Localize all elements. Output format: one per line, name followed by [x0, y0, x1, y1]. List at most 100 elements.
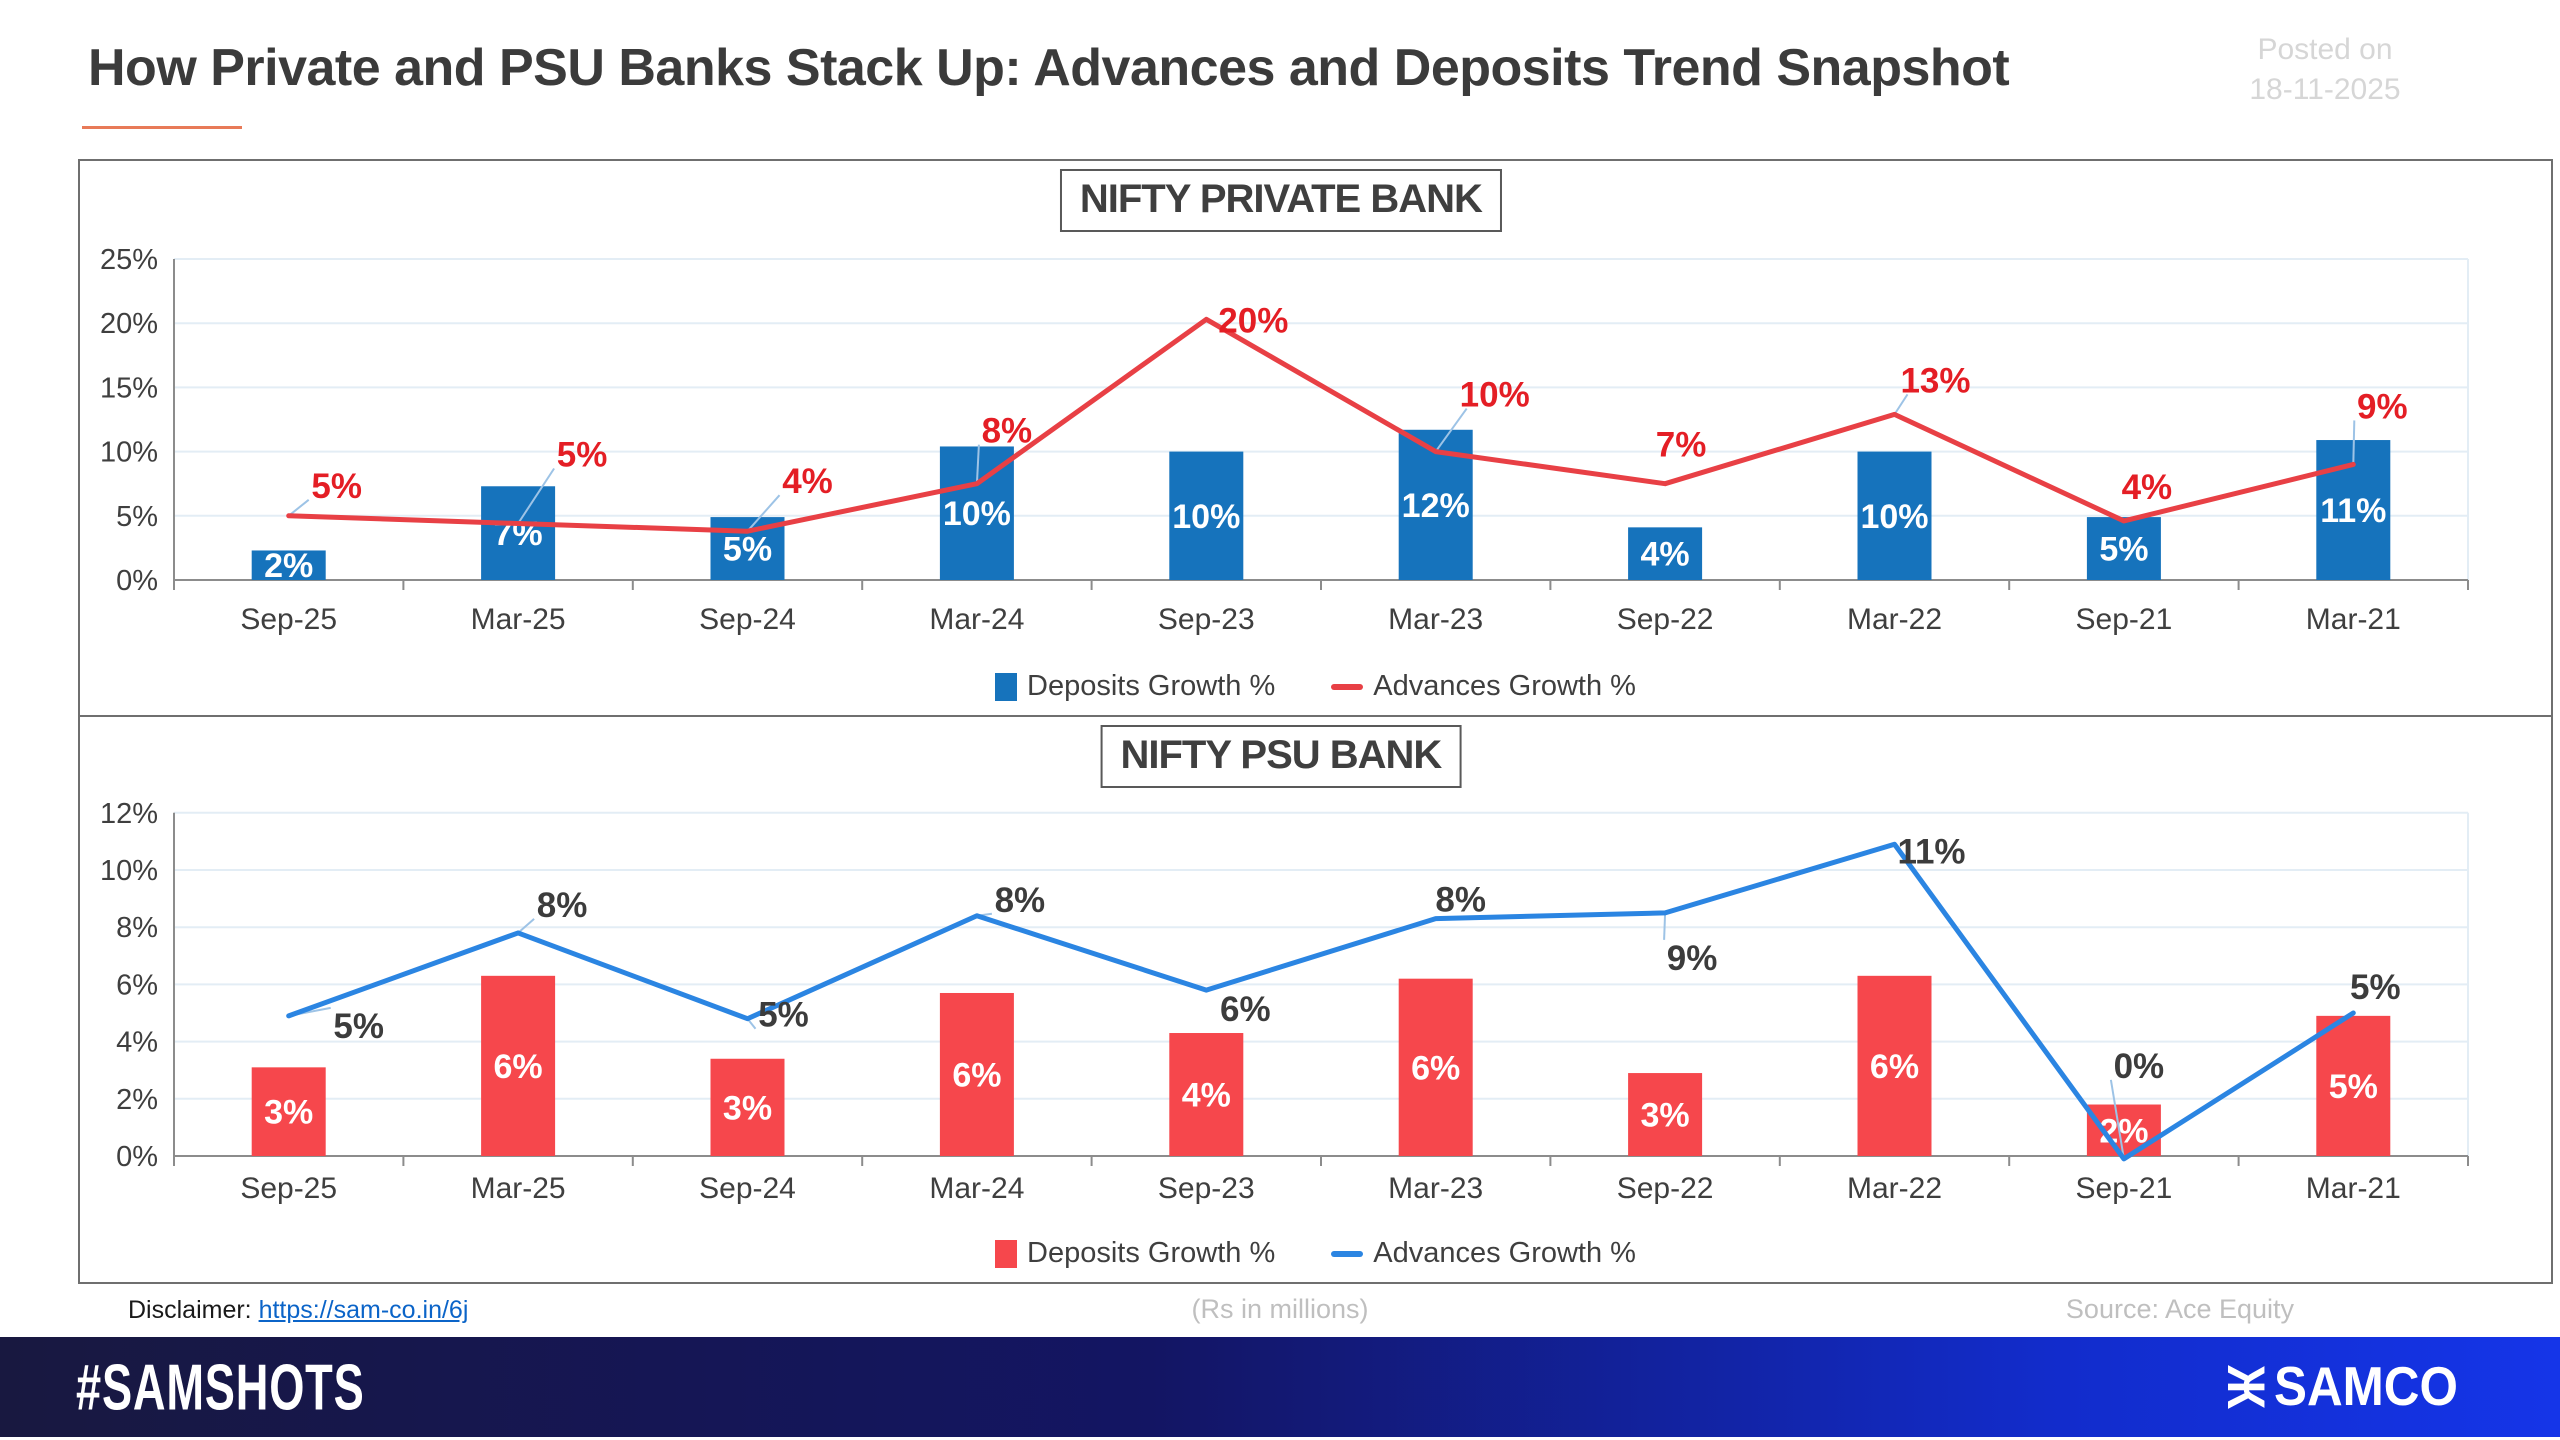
svg-text:12%: 12% [100, 798, 158, 830]
svg-text:8%: 8% [1435, 881, 1486, 920]
svg-text:10%: 10% [1172, 498, 1240, 536]
samco-logo: Ж SAMCO [2216, 1356, 2468, 1418]
svg-text:4%: 4% [1182, 1077, 1231, 1115]
svg-text:15%: 15% [100, 372, 158, 404]
svg-text:Mar-24: Mar-24 [929, 1172, 1024, 1205]
psu-bank-panel: NIFTY PSU BANK 0% 2% 4% 6% 8% 10% 12% 3% 6% 3% 6% 4… [80, 717, 2551, 1282]
disclaimer-label: Disclaimer: [128, 1296, 252, 1324]
svg-text:6%: 6% [116, 969, 158, 1001]
svg-text:4%: 4% [116, 1027, 158, 1059]
title-underline [82, 126, 242, 129]
chart-title-psu: NIFTY PSU BANK [1120, 733, 1442, 777]
svg-text:Mar-22: Mar-22 [1847, 603, 1942, 636]
advances-legend-label: Advances Growth % [1373, 670, 1636, 702]
svg-text:5%: 5% [557, 436, 608, 475]
psu-chart-legend: Deposits Growth % Advances Growth % [80, 1237, 2551, 1270]
samshots-hashtag: #SAMSHOTS [76, 1350, 365, 1424]
svg-text:Mar-25: Mar-25 [471, 603, 566, 636]
chart-title-box-private: NIFTY PRIVATE BANK [1059, 169, 1502, 232]
svg-text:Mar-25: Mar-25 [471, 1172, 566, 1205]
posted-on-date: 18-11-2025 [2249, 73, 2401, 106]
svg-text:2%: 2% [116, 1084, 158, 1116]
svg-text:13%: 13% [1900, 361, 1970, 400]
private-chart-legend: Deposits Growth % Advances Growth % [80, 670, 2551, 703]
svg-text:Mar-24: Mar-24 [929, 603, 1024, 636]
svg-text:8%: 8% [982, 412, 1033, 451]
svg-text:8%: 8% [116, 912, 158, 944]
svg-text:11%: 11% [1897, 832, 1965, 871]
svg-text:6%: 6% [1411, 1049, 1460, 1087]
svg-text:12%: 12% [1402, 487, 1470, 525]
deposits-legend-swatch [995, 1239, 1018, 1268]
svg-text:5%: 5% [333, 1007, 384, 1046]
svg-text:3%: 3% [723, 1089, 772, 1127]
samco-brand-text: SAMCO [2274, 1356, 2459, 1418]
footer-row: Disclaimer: https://sam-co.in/6j (Rs in … [0, 1294, 2560, 1336]
advances-legend-label: Advances Growth % [1373, 1237, 1636, 1269]
svg-text:2%: 2% [264, 547, 313, 585]
svg-text:3%: 3% [1641, 1097, 1690, 1135]
deposits-legend-label: Deposits Growth % [1027, 670, 1276, 702]
svg-text:10%: 10% [100, 855, 158, 887]
svg-text:10%: 10% [100, 437, 158, 469]
svg-text:5%: 5% [2350, 968, 2401, 1007]
svg-text:Sep-22: Sep-22 [1617, 1172, 1714, 1205]
svg-text:5%: 5% [723, 531, 772, 569]
svg-text:Sep-23: Sep-23 [1158, 1172, 1255, 1205]
chart-title-box-psu: NIFTY PSU BANK [1100, 725, 1462, 788]
advances-legend-swatch [1331, 1250, 1364, 1257]
deposits-legend-swatch [995, 672, 1018, 701]
private-bank-panel: NIFTY PRIVATE BANK 0% 5% 10% 15% 20% 25% 2% 7% 5… [80, 161, 2551, 717]
svg-text:Mar-23: Mar-23 [1388, 1172, 1483, 1205]
svg-text:4%: 4% [2122, 468, 2173, 507]
svg-text:Mar-23: Mar-23 [1388, 603, 1483, 636]
page-title: How Private and PSU Banks Stack Up: Adva… [88, 39, 2010, 97]
svg-text:10%: 10% [1460, 376, 1530, 415]
svg-text:10%: 10% [1860, 498, 1928, 536]
svg-text:8%: 8% [995, 881, 1046, 920]
svg-text:Sep-22: Sep-22 [1617, 603, 1714, 636]
svg-text:5%: 5% [116, 501, 158, 533]
svg-text:Sep-25: Sep-25 [240, 1172, 337, 1205]
deposits-legend-label: Deposits Growth % [1027, 1237, 1276, 1269]
disclaimer-link[interactable]: https://sam-co.in/6j [258, 1296, 469, 1324]
svg-text:9%: 9% [1667, 939, 1718, 978]
svg-text:0%: 0% [116, 565, 158, 597]
svg-text:4%: 4% [782, 462, 833, 501]
svg-text:0%: 0% [116, 1141, 158, 1173]
svg-text:8%: 8% [537, 886, 588, 925]
units-note: (Rs in millions) [1191, 1294, 1369, 1324]
svg-text:5%: 5% [2329, 1068, 2378, 1106]
svg-text:Sep-24: Sep-24 [699, 603, 796, 636]
svg-text:Mar-22: Mar-22 [1847, 1172, 1942, 1205]
svg-text:Sep-23: Sep-23 [1158, 603, 1255, 636]
svg-text:10%: 10% [943, 495, 1011, 533]
svg-text:5%: 5% [311, 467, 362, 506]
svg-text:6%: 6% [494, 1048, 543, 1086]
svg-text:5%: 5% [2099, 531, 2148, 569]
posted-on-label: Posted on [2257, 33, 2393, 66]
svg-text:6%: 6% [952, 1056, 1001, 1094]
posted-on-block: Posted on 18-11-2025 [2160, 30, 2490, 110]
svg-text:20%: 20% [1218, 301, 1288, 340]
svg-text:7%: 7% [1656, 426, 1707, 465]
svg-text:Sep-21: Sep-21 [2076, 1172, 2173, 1205]
samco-logo-icon: Ж [2216, 1365, 2275, 1409]
svg-text:3%: 3% [264, 1094, 313, 1132]
svg-text:Sep-24: Sep-24 [699, 1172, 796, 1205]
svg-text:Mar-21: Mar-21 [2306, 603, 2401, 636]
svg-text:0%: 0% [2114, 1047, 2165, 1086]
svg-text:11%: 11% [2320, 492, 2386, 530]
advances-legend-swatch [1331, 683, 1364, 690]
private-bank-chart: 0% 5% 10% 15% 20% 25% 2% 7% 5% 10% 10% 12% 4% 10% 5% 11… [100, 244, 2469, 636]
psu-bank-chart: 0% 2% 4% 6% 8% 10% 12% 3% 6% 3% 6% 4% 6% 3% 6% 2% 5% 5% 8%… [100, 798, 2469, 1205]
svg-text:Mar-21: Mar-21 [2306, 1172, 2401, 1205]
svg-text:Sep-25: Sep-25 [240, 603, 337, 636]
svg-text:6%: 6% [1220, 990, 1271, 1029]
source-note: Source: Ace Equity [2065, 1294, 2295, 1324]
svg-text:6%: 6% [1870, 1048, 1919, 1086]
chart-title-private: NIFTY PRIVATE BANK [1079, 177, 1483, 221]
brand-banner: #SAMSHOTS Ж SAMCO [0, 1337, 2560, 1437]
charts-container: NIFTY PRIVATE BANK 0% 5% 10% 15% 20% 25% 2% 7% 5… [78, 159, 2553, 1284]
